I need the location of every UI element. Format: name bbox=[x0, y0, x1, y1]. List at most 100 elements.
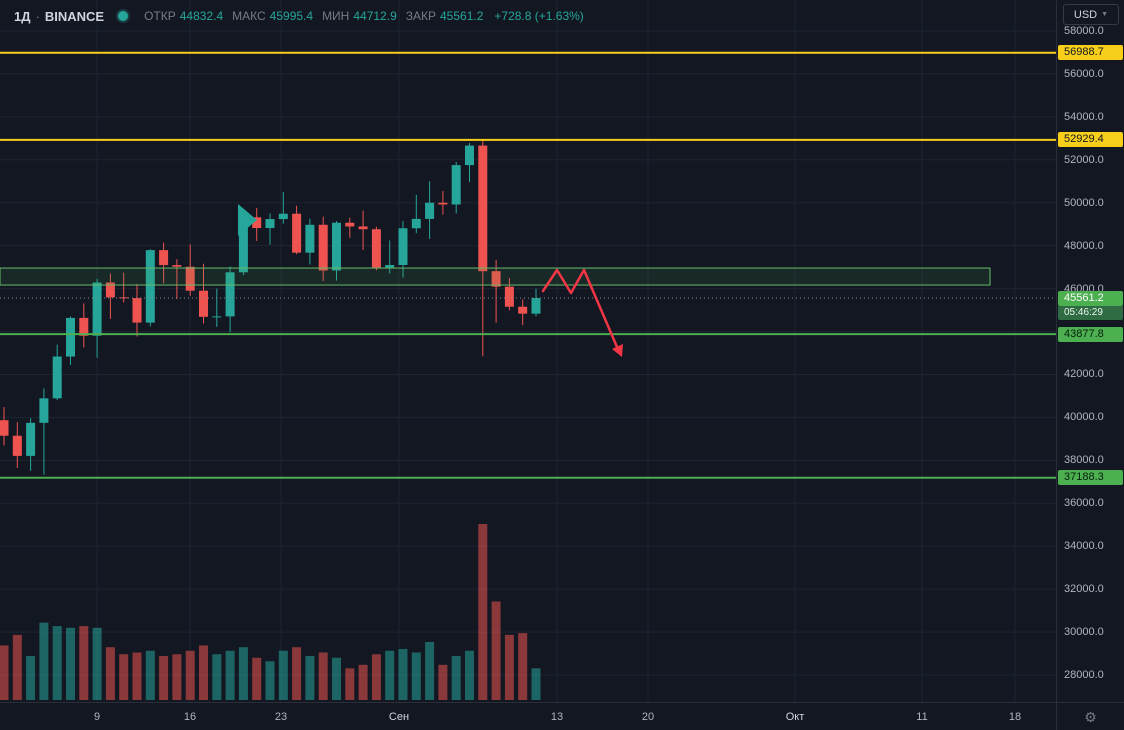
time-axis-label: Окт bbox=[785, 711, 805, 723]
candle-body bbox=[345, 222, 355, 227]
price-axis-tick: 34000.0 bbox=[1064, 540, 1104, 553]
low-label: МИН bbox=[322, 9, 350, 23]
candle-body bbox=[119, 297, 129, 299]
price-axis-tick: 54000.0 bbox=[1064, 110, 1104, 123]
volume-bar bbox=[12, 634, 22, 700]
volume-bar bbox=[225, 650, 235, 700]
bar-close-countdown: 05:46:29 bbox=[1058, 305, 1123, 320]
candle-body bbox=[92, 282, 102, 336]
volume-bar bbox=[398, 648, 408, 700]
candle-body bbox=[105, 282, 115, 298]
ohlc-open: ОТКР 44832.4 bbox=[144, 9, 223, 23]
ohlc-low: МИН 44712.9 bbox=[322, 9, 397, 23]
candle-body bbox=[12, 435, 22, 456]
candle-body bbox=[252, 217, 262, 229]
volume-bar bbox=[66, 627, 75, 700]
settings-gear-icon[interactable]: ⚙ bbox=[1084, 708, 1097, 725]
volume-bar bbox=[92, 627, 102, 700]
candle-body bbox=[172, 265, 182, 267]
time-axis-label: 9 bbox=[93, 711, 101, 723]
low-value: 44712.9 bbox=[353, 9, 397, 23]
candle-body bbox=[411, 218, 421, 229]
axis-corner: ⚙ bbox=[1056, 702, 1124, 730]
price-axis-tick: 38000.0 bbox=[1064, 454, 1104, 467]
volume-bar bbox=[491, 601, 501, 700]
candle-body bbox=[265, 219, 275, 229]
time-axis-label: 18 bbox=[1008, 711, 1022, 723]
projection-arrow-head[interactable] bbox=[612, 344, 623, 357]
currency-dropdown[interactable]: USD ▼ bbox=[1063, 4, 1119, 25]
price-scale[interactable]: USD ▼ 58000.0 56000.0 54000.0 52000.0 50000.… bbox=[1056, 0, 1124, 702]
price-level-label: 43877.8 bbox=[1058, 326, 1123, 342]
change-value: +728.8 (+1.63%) bbox=[494, 9, 584, 23]
volume-bar bbox=[504, 634, 514, 700]
volume-bar bbox=[411, 652, 421, 700]
projection-arrow-drawing[interactable] bbox=[541, 268, 619, 349]
high-label: МАКС bbox=[232, 9, 266, 23]
candle-body bbox=[278, 213, 288, 220]
volume-bar bbox=[345, 668, 355, 700]
currency-dropdown-label: USD bbox=[1073, 8, 1098, 21]
candle-body bbox=[185, 266, 195, 291]
candle-body bbox=[79, 317, 89, 336]
volume-bar bbox=[26, 656, 36, 700]
status-dot-icon[interactable] bbox=[118, 11, 129, 21]
volume-bar bbox=[371, 654, 381, 700]
price-axis-tick: 56000.0 bbox=[1064, 67, 1104, 80]
candle-body bbox=[26, 422, 36, 456]
candle-body bbox=[132, 298, 142, 323]
volume-bar bbox=[39, 622, 49, 700]
candle-body bbox=[385, 265, 395, 268]
volume-bar bbox=[238, 647, 248, 700]
high-value: 45995.4 bbox=[269, 9, 314, 23]
volume-bar bbox=[292, 647, 302, 700]
triangle-marker-drawing[interactable] bbox=[238, 204, 257, 236]
exchange-label[interactable]: BINANCE bbox=[44, 8, 105, 24]
candle-body bbox=[438, 202, 448, 205]
candle-body bbox=[504, 286, 514, 307]
candle-body bbox=[66, 317, 75, 357]
volume-bar bbox=[145, 650, 155, 700]
price-axis-tick: 50000.0 bbox=[1064, 196, 1104, 209]
volume-bar bbox=[159, 656, 169, 700]
candle-body bbox=[39, 398, 49, 423]
volume-bar bbox=[212, 654, 222, 700]
supply-zone-drawing[interactable] bbox=[0, 267, 991, 286]
volume-bar bbox=[278, 650, 288, 700]
candle-body bbox=[212, 316, 222, 318]
volume-bar bbox=[105, 647, 115, 700]
candle-body bbox=[225, 272, 235, 317]
volume-bar bbox=[305, 656, 315, 700]
timeframe-label[interactable]: 1Д bbox=[14, 8, 31, 24]
candle-body bbox=[398, 228, 408, 266]
time-axis-label: 13 bbox=[550, 711, 564, 723]
separator-dot: · bbox=[35, 8, 40, 24]
candle-body bbox=[465, 145, 474, 166]
candle-body bbox=[305, 224, 315, 253]
price-level-label: 52929.4 bbox=[1058, 132, 1123, 148]
chevron-down-icon: ▼ bbox=[1101, 11, 1109, 18]
candle-body bbox=[292, 213, 302, 253]
candle-body bbox=[145, 250, 155, 323]
candle-body bbox=[478, 145, 488, 272]
price-axis-tick: 32000.0 bbox=[1064, 583, 1104, 596]
price-axis-tick: 30000.0 bbox=[1064, 626, 1104, 639]
time-axis[interactable]: 9 16 23 Сен 13 20 Окт 11 18 bbox=[0, 702, 1056, 730]
price-axis-tick: 40000.0 bbox=[1064, 411, 1104, 424]
time-axis-label: 11 bbox=[916, 711, 928, 723]
volume-bar bbox=[252, 657, 262, 700]
close-value: 45561.2 bbox=[440, 9, 484, 23]
candle-body bbox=[451, 165, 461, 205]
candle-body bbox=[238, 217, 248, 273]
volume-bar bbox=[119, 654, 129, 700]
price-level-label: 56988.7 bbox=[1058, 45, 1123, 61]
volume-bar bbox=[185, 650, 195, 700]
candle-body bbox=[332, 222, 341, 271]
volume-bar bbox=[132, 652, 142, 700]
volume-bar bbox=[451, 656, 461, 700]
volume-bar bbox=[425, 641, 435, 700]
candle-body bbox=[491, 271, 501, 287]
volume-bar bbox=[318, 652, 328, 700]
